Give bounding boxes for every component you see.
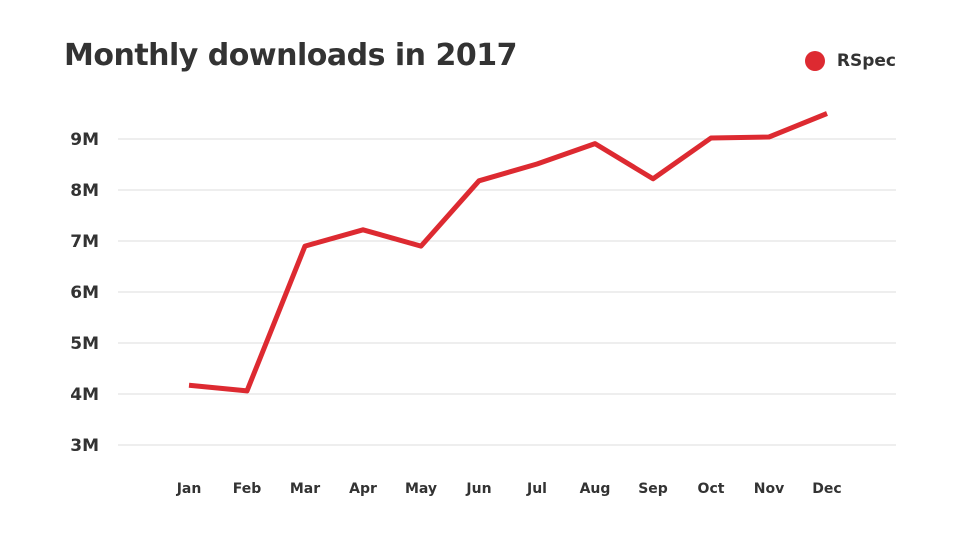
x-tick-label: Jul — [526, 481, 547, 497]
legend: RSpec — [804, 51, 896, 71]
x-tick-label: May — [405, 481, 437, 497]
legend-swatch-rspec — [804, 51, 825, 71]
gridlines — [118, 138, 896, 446]
x-tick-label: Mar — [290, 481, 320, 497]
y-tick-label: 9M — [70, 130, 99, 150]
x-tick-label: Feb — [233, 481, 262, 497]
y-tick-label: 7M — [70, 232, 99, 252]
y-tick-label: 8M — [70, 181, 99, 201]
x-tick-label: Aug — [580, 481, 611, 497]
series-lines — [188, 111, 828, 394]
y-tick-label: 3M — [70, 436, 99, 456]
chart-title: Monthly downloads in 2017 — [64, 38, 517, 73]
x-tick-label: Nov — [754, 481, 784, 497]
x-axis-ticks: Jan Feb Mar Apr May Jun Jul Aug Sep Oct Nov Dec — [176, 481, 842, 497]
x-tick-label: Dec — [812, 481, 841, 497]
x-tick-label: Apr — [349, 481, 377, 497]
y-tick-label: 4M — [70, 385, 99, 405]
y-tick-label: 5M — [70, 334, 99, 354]
y-axis-ticks: 3M 4M 5M 6M 7M 8M 9M — [70, 130, 99, 456]
x-tick-label: Jun — [465, 481, 491, 497]
y-tick-label: 6M — [70, 283, 99, 303]
legend-label-rspec: RSpec — [836, 51, 896, 71]
x-tick-label: Sep — [638, 481, 668, 497]
x-tick-label: Jan — [176, 481, 202, 497]
x-tick-label: Oct — [698, 481, 725, 497]
series-line-rspec — [188, 111, 828, 394]
